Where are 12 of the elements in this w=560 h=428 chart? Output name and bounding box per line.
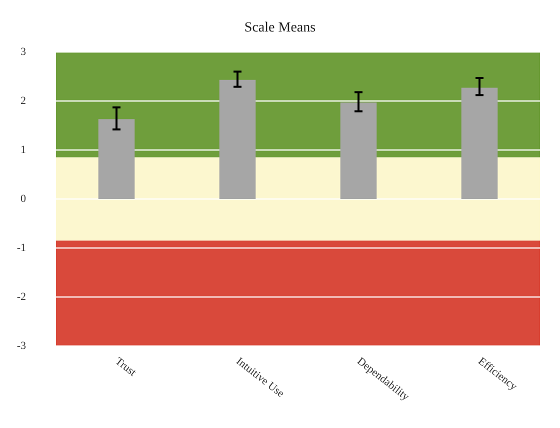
y-tick-label: 1	[20, 144, 26, 156]
y-tick-label: -2	[16, 291, 26, 303]
bar	[461, 88, 498, 199]
y-tick-label: -3	[16, 340, 26, 352]
bar	[219, 80, 256, 199]
chart-title: Scale Means	[244, 20, 316, 36]
bar	[340, 102, 377, 199]
y-tick-label: 2	[20, 95, 26, 107]
bar	[98, 119, 135, 199]
y-tick-label: 3	[20, 46, 26, 58]
y-tick-label: 0	[20, 193, 26, 205]
y-tick-label: -1	[16, 242, 26, 254]
